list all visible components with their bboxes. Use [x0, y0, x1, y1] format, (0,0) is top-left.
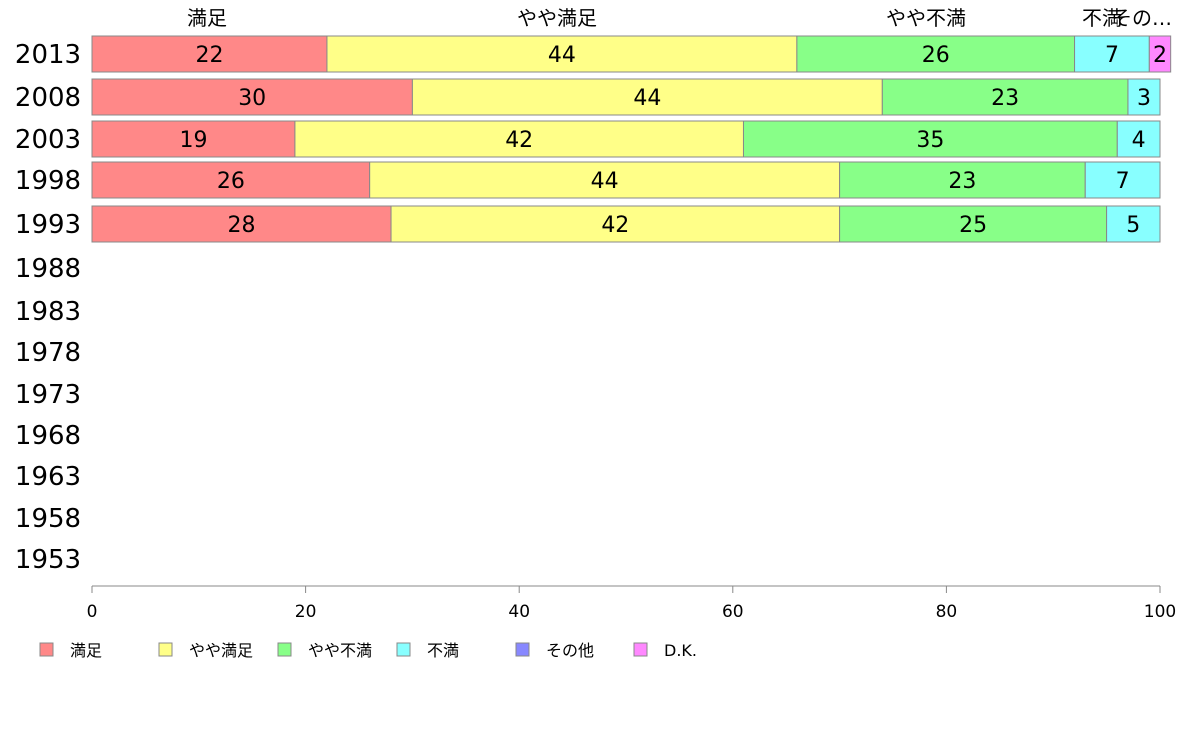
- x-tick-label: 80: [936, 602, 958, 622]
- legend-label: やや満足: [189, 641, 253, 660]
- bar-segment: [881, 78, 1129, 116]
- legend-swatch: [158, 642, 173, 657]
- y-tick-label: 1963: [15, 462, 81, 492]
- data-label: 42: [601, 213, 629, 238]
- legend-swatch: [633, 642, 648, 657]
- legend-swatch: [39, 642, 54, 657]
- bar-segment: [1116, 120, 1161, 158]
- legend-swatch: [515, 642, 530, 657]
- bar-segment: [1127, 78, 1161, 116]
- data-label: 26: [217, 169, 245, 194]
- data-label: 44: [548, 43, 576, 68]
- x-tick-label: 0: [87, 602, 98, 622]
- bar-segment: [1084, 161, 1161, 199]
- data-label: 2: [1153, 43, 1167, 68]
- data-label: 19: [179, 128, 207, 153]
- data-label: 44: [591, 169, 619, 194]
- bar-segment: [1148, 35, 1172, 73]
- y-tick-label: 2008: [15, 83, 81, 113]
- data-label: 3: [1137, 86, 1151, 111]
- y-tick-label: 1978: [15, 338, 81, 368]
- x-tick-label: 100: [1144, 602, 1176, 622]
- legend-swatch: [277, 642, 292, 657]
- legend-label: 満足: [70, 641, 102, 660]
- data-label: 7: [1105, 43, 1119, 68]
- y-tick-label: 1988: [15, 254, 81, 284]
- x-tick-label: 40: [508, 602, 530, 622]
- bar-segment: [91, 120, 296, 158]
- data-label: 4: [1132, 128, 1146, 153]
- y-tick-label: 1958: [15, 504, 81, 534]
- bar-segment: [91, 35, 328, 73]
- data-label: 7: [1116, 169, 1130, 194]
- bar-segment: [91, 205, 392, 243]
- bar-segment: [1106, 205, 1161, 243]
- data-label: 23: [948, 169, 976, 194]
- y-tick-label: 1953: [15, 545, 81, 575]
- data-label: 35: [916, 128, 944, 153]
- data-label: 30: [238, 86, 266, 111]
- legend-label: やや不満: [308, 641, 372, 660]
- y-tick-label: 1998: [15, 166, 81, 196]
- bar-segment: [294, 120, 744, 158]
- data-label: 26: [922, 43, 950, 68]
- header-label: 不満: [1082, 6, 1122, 30]
- y-tick-label: 2013: [15, 40, 81, 70]
- data-label: 23: [991, 86, 1019, 111]
- x-tick-label: 20: [295, 602, 317, 622]
- header-label: その…: [1112, 6, 1172, 30]
- header-label: 満足: [187, 6, 227, 30]
- bar-segment: [742, 120, 1118, 158]
- data-label: 25: [959, 213, 987, 238]
- y-tick-label: 1973: [15, 380, 81, 410]
- y-tick-label: 1983: [15, 297, 81, 327]
- legend-label: 不満: [427, 641, 459, 660]
- header-label: やや不満: [886, 6, 966, 30]
- data-label: 42: [505, 128, 533, 153]
- bar-segment: [91, 161, 371, 199]
- header-label: やや満足: [517, 6, 597, 30]
- data-label: 28: [228, 213, 256, 238]
- y-tick-label: 1993: [15, 210, 81, 240]
- bar-segment: [411, 78, 883, 116]
- y-tick-label: 1968: [15, 421, 81, 451]
- bar-segment: [796, 35, 1076, 73]
- bar-segment: [91, 78, 413, 116]
- data-label: 5: [1126, 213, 1140, 238]
- legend-label: D.K.: [664, 641, 697, 660]
- x-tick-label: 60: [722, 602, 744, 622]
- bar-segment: [326, 35, 798, 73]
- data-label: 22: [195, 43, 223, 68]
- data-label: 44: [633, 86, 661, 111]
- legend-label: その他: [546, 641, 594, 660]
- bar-segment: [369, 161, 841, 199]
- bar-segment: [1074, 35, 1150, 73]
- legend-swatch: [396, 642, 411, 657]
- y-tick-label: 2003: [15, 125, 81, 155]
- bar-segment: [390, 205, 841, 243]
